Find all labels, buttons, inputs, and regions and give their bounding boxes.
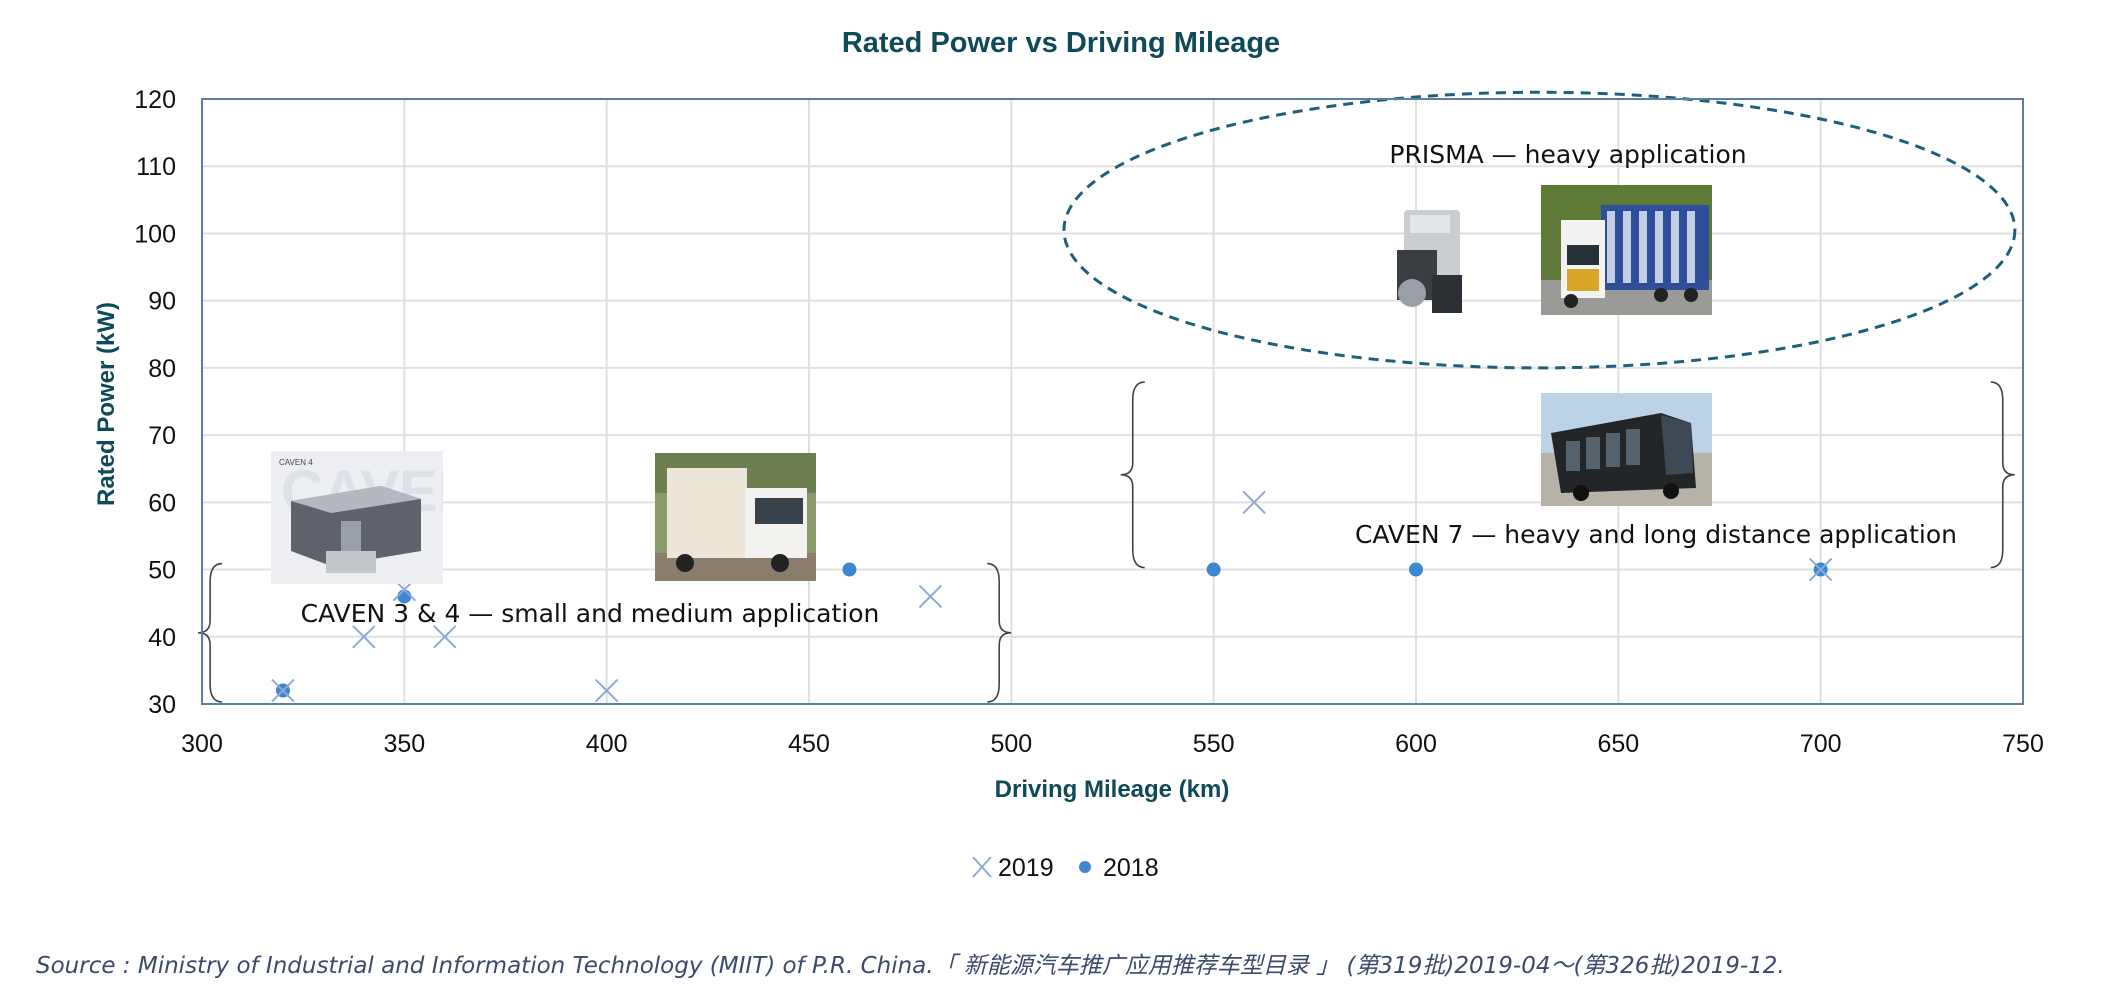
point-2019 xyxy=(1808,557,1833,582)
x-axis-title: Driving Mileage (km) xyxy=(995,776,1230,803)
legend-marker-2018 xyxy=(1079,861,1091,873)
y-tick-label: 90 xyxy=(148,288,176,316)
prisma-engine-image xyxy=(1382,205,1482,317)
caven34-truck-image xyxy=(655,453,816,581)
x-axis-ticks: 300 350 400 450 500 550 600 650 700 750 xyxy=(181,730,2044,758)
legend-label-2018: 2018 xyxy=(1103,854,1159,882)
y-tick-label: 60 xyxy=(148,489,176,517)
point-2019 xyxy=(271,678,295,703)
legend: 2019 2018 xyxy=(972,854,1159,882)
point-2019 xyxy=(1242,490,1266,515)
y-tick-label: 120 xyxy=(134,86,176,114)
x-tick-label: 650 xyxy=(1597,730,1639,758)
x-tick-label: 750 xyxy=(2002,730,2044,758)
right-brace xyxy=(987,562,1012,703)
x-tick-label: 350 xyxy=(383,730,425,758)
point-2019 xyxy=(918,584,943,609)
legend-item-2018[interactable]: 2018 xyxy=(1079,854,1159,882)
svg-text:CAVEN 4: CAVEN 4 xyxy=(279,458,313,467)
right-brace xyxy=(1990,381,2015,569)
y-axis-ticks: 30 40 50 60 70 80 90 100 110 120 xyxy=(134,86,176,719)
y-tick-label: 70 xyxy=(148,422,176,450)
x-tick-label: 450 xyxy=(788,730,830,758)
point-2019 xyxy=(433,625,457,649)
point-2018 xyxy=(1409,562,1423,577)
y-tick-label: 110 xyxy=(136,153,176,181)
data-points xyxy=(271,490,1833,703)
legend-marker-2019 xyxy=(972,856,992,878)
point-2019 xyxy=(352,625,376,649)
y-tick-label: 40 xyxy=(148,624,176,652)
point-2018 xyxy=(397,589,412,604)
prisma-ellipse xyxy=(1062,90,2017,370)
x-tick-label: 600 xyxy=(1395,730,1437,758)
caven34-label: CAVEN 3 & 4 — small and medium applicati… xyxy=(301,599,880,628)
x-tick-label: 300 xyxy=(181,730,223,758)
x-tick-label: 400 xyxy=(586,730,628,758)
x-tick-label: 500 xyxy=(990,730,1032,758)
y-tick-label: 80 xyxy=(148,355,176,383)
legend-item-2019[interactable]: 2019 xyxy=(972,854,1054,882)
chart-title: Rated Power vs Driving Mileage xyxy=(842,27,1280,59)
y-tick-label: 50 xyxy=(148,557,176,585)
source-note: Source : Ministry of Industrial and Info… xyxy=(36,953,1785,979)
plot-frame xyxy=(201,98,2024,705)
y-tick-label: 100 xyxy=(134,220,176,248)
point-2018 xyxy=(842,562,857,577)
legend-label-2019: 2019 xyxy=(998,854,1054,882)
left-brace xyxy=(1120,381,1145,569)
annotation-labels: PRISMA — heavy application CAVEN 7 — hea… xyxy=(301,140,1957,628)
y-axis-title: Rated Power (kW) xyxy=(93,302,120,506)
x-tick-label: 550 xyxy=(1193,730,1235,758)
point-2018 xyxy=(1206,562,1221,577)
caven7-bus-image xyxy=(1541,393,1712,506)
y-tick-label: 30 xyxy=(148,691,176,719)
x-tick-label: 700 xyxy=(1800,730,1842,758)
point-2019 xyxy=(594,678,619,703)
prisma-truck-image xyxy=(1541,185,1712,315)
caven7-label: CAVEN 7 — heavy and long distance applic… xyxy=(1355,520,1957,549)
prisma-label: PRISMA — heavy application xyxy=(1389,140,1746,169)
